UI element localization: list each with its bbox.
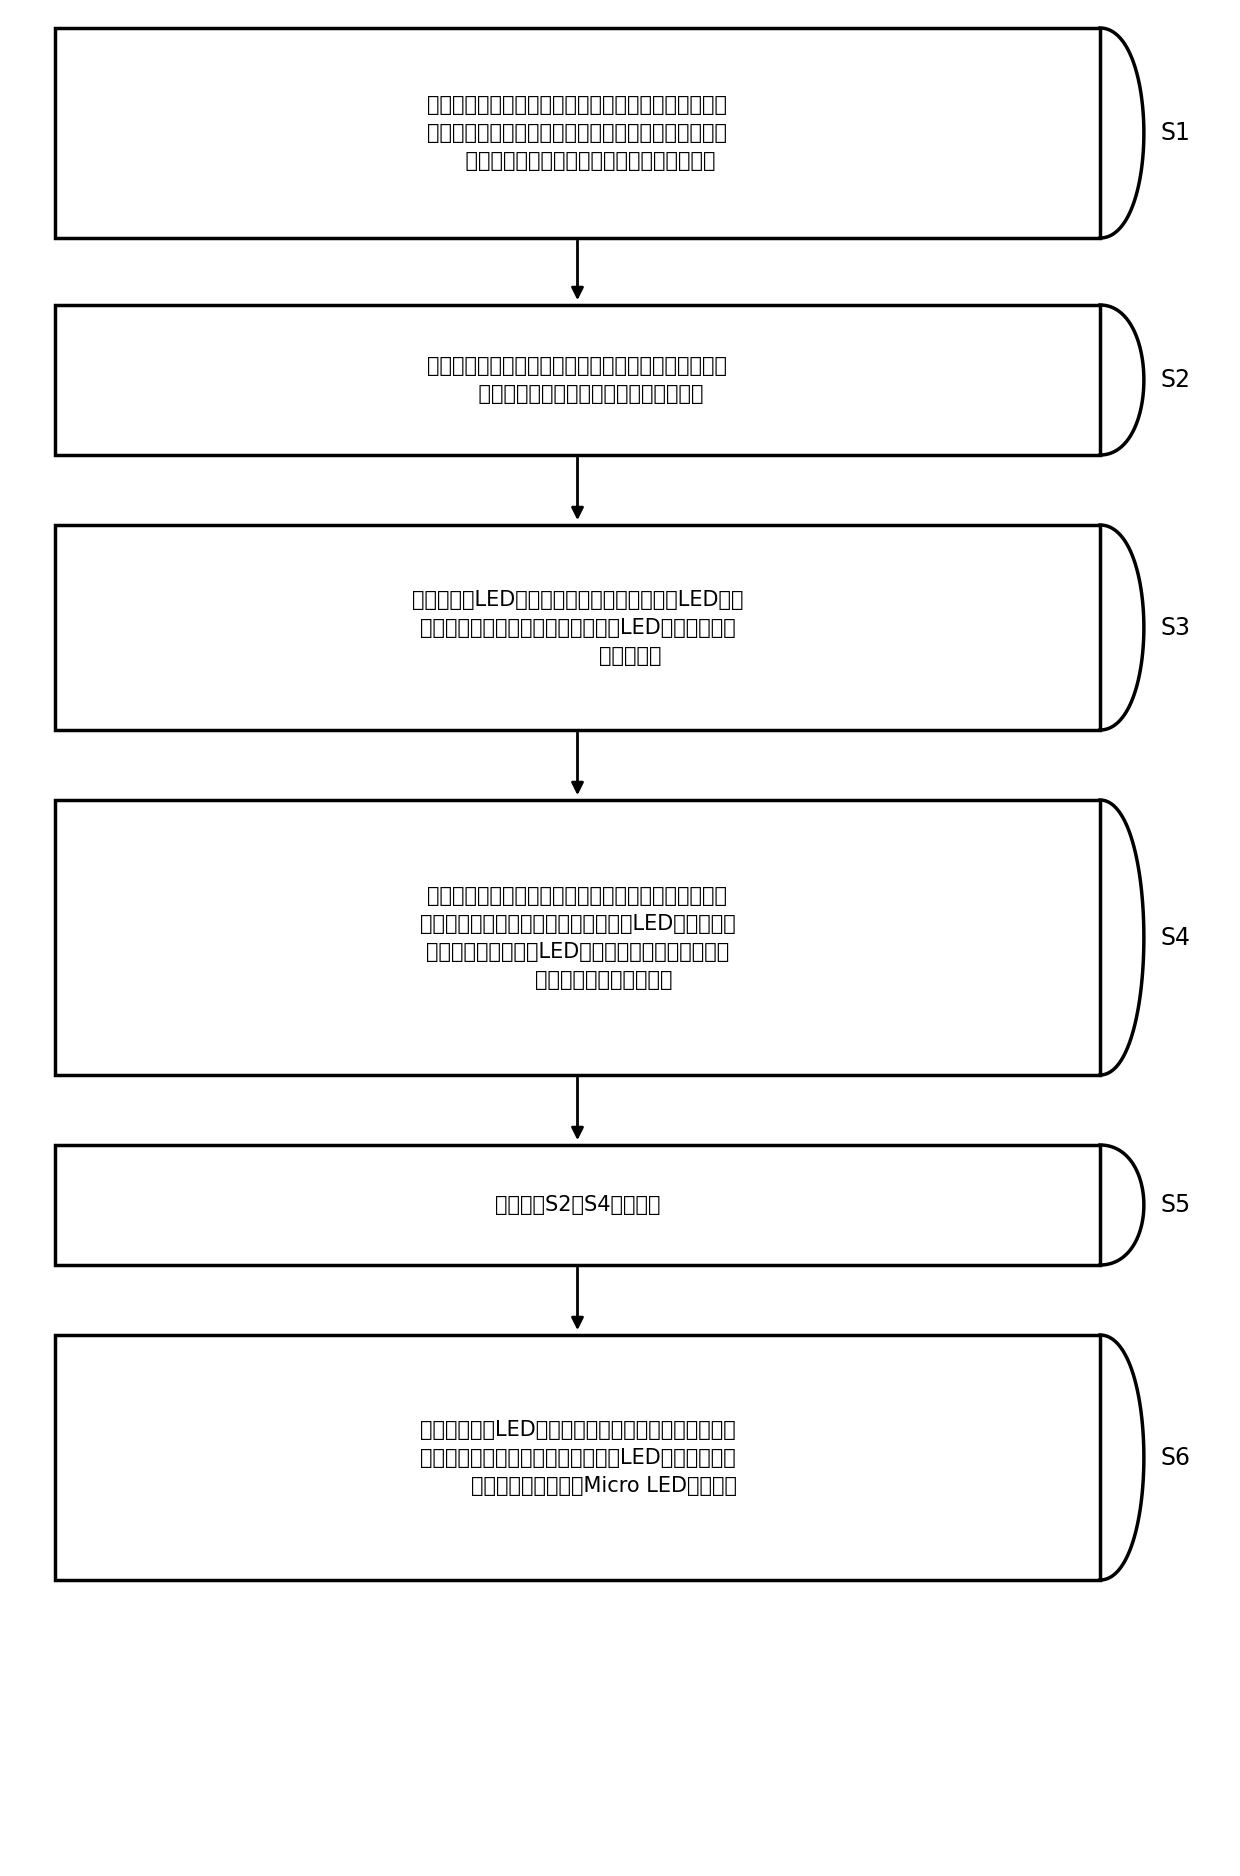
- FancyBboxPatch shape: [55, 306, 1100, 456]
- Text: S1: S1: [1159, 120, 1190, 144]
- Text: 执行步骤S2至S4至少一次: 执行步骤S2至S4至少一次: [495, 1195, 660, 1216]
- Text: S6: S6: [1159, 1446, 1190, 1469]
- Text: 通过携带有LED芯片阵列的转运基板，将所述LED芯片
阵列压入所述粘接膜层后，分离所述LED芯片阵列和所
                述转运基板: 通过携带有LED芯片阵列的转运基板，将所述LED芯片 阵列压入所述粘接膜层后，分…: [412, 589, 743, 666]
- FancyBboxPatch shape: [55, 28, 1100, 238]
- Text: S2: S2: [1159, 368, 1190, 392]
- Text: S5: S5: [1159, 1193, 1190, 1218]
- FancyBboxPatch shape: [55, 525, 1100, 730]
- FancyBboxPatch shape: [55, 1144, 1100, 1264]
- FancyBboxPatch shape: [55, 1336, 1100, 1580]
- FancyBboxPatch shape: [55, 799, 1100, 1075]
- Text: 对所述粘接膜层曝光显影，去除所述粘接膜层在所述去
除区的部分，以去除所述去除区对应的LED芯片，其中
，所述保留区对应的LED芯片与所述晶体管阵列层的
    : 对所述粘接膜层曝光显影，去除所述粘接膜层在所述去 除区的部分，以去除所述去除区对…: [419, 885, 735, 989]
- Text: 制作连通所述LED芯片的阳极和相应晶体管的源极或漏
极的阳极连通电极，和制作接触所述LED芯片的阴极的
        阴极连通电极，得到Micro LED显示: 制作连通所述LED芯片的阳极和相应晶体管的源极或漏 极的阳极连通电极，和制作接触…: [418, 1420, 737, 1495]
- Text: 在所述阵列基板具有所述晶体管阵列层的表面涂布粘接
    膜层，所述粘接膜层包括保留区和去除区: 在所述阵列基板具有所述晶体管阵列层的表面涂布粘接 膜层，所述粘接膜层包括保留区和…: [428, 356, 728, 403]
- Text: 提供一阵列基板，所述阵列基板包括晶体管阵列层，所
述晶体管阵列层包括多个像素点区域，所述晶体管阵列
    层对应所述像素点区域设置有至少一个晶体管: 提供一阵列基板，所述阵列基板包括晶体管阵列层，所 述晶体管阵列层包括多个像素点区…: [428, 96, 728, 171]
- Text: S4: S4: [1159, 925, 1190, 949]
- Text: S3: S3: [1159, 615, 1190, 640]
